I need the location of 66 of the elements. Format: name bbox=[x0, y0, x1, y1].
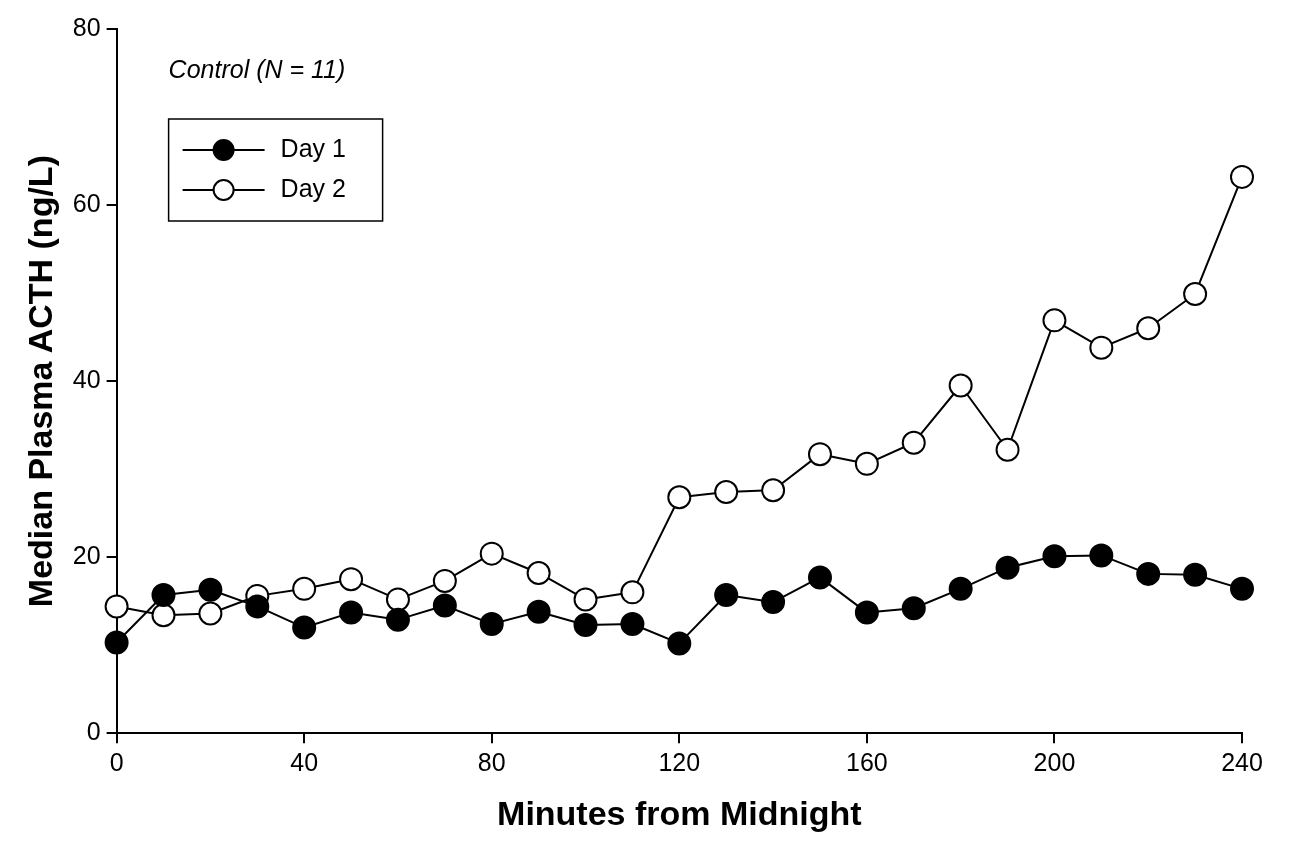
point bbox=[1230, 576, 1254, 601]
y-tick-label: 20 bbox=[72, 541, 101, 570]
x-tick-label: 120 bbox=[658, 748, 701, 777]
point bbox=[573, 612, 598, 637]
point bbox=[432, 568, 457, 593]
point bbox=[901, 596, 926, 621]
y-tick-label: 60 bbox=[72, 188, 101, 217]
point bbox=[620, 612, 645, 637]
y-tick-label: 40 bbox=[72, 364, 101, 393]
point bbox=[151, 583, 176, 607]
y-tick-label: 0 bbox=[86, 717, 101, 746]
point bbox=[198, 601, 223, 626]
point bbox=[761, 590, 786, 615]
point bbox=[479, 612, 504, 637]
point bbox=[1230, 164, 1254, 189]
point bbox=[385, 607, 410, 632]
point bbox=[1042, 308, 1067, 333]
point bbox=[667, 485, 692, 510]
point bbox=[151, 603, 176, 628]
point bbox=[854, 451, 879, 476]
x-tick-label: 80 bbox=[477, 748, 506, 777]
point bbox=[948, 373, 973, 398]
point bbox=[761, 478, 786, 503]
point bbox=[385, 587, 410, 612]
x-tick-label: 40 bbox=[290, 748, 319, 777]
x-tick-label: 0 bbox=[109, 748, 124, 777]
point bbox=[432, 593, 457, 618]
annotation: Control (N = 11) bbox=[168, 54, 346, 83]
point bbox=[948, 576, 973, 601]
y-tick-label: 80 bbox=[72, 12, 101, 41]
point bbox=[104, 630, 129, 655]
point bbox=[1089, 543, 1114, 568]
point bbox=[104, 594, 129, 619]
point bbox=[339, 600, 364, 625]
point bbox=[292, 615, 317, 640]
x-tick-label: 240 bbox=[1221, 748, 1263, 777]
point bbox=[526, 599, 551, 624]
point bbox=[807, 442, 832, 467]
point bbox=[901, 430, 926, 455]
point bbox=[1183, 562, 1208, 587]
legend-label: Day 2 bbox=[280, 173, 346, 202]
point bbox=[339, 567, 364, 592]
point bbox=[1136, 316, 1161, 341]
point bbox=[1042, 544, 1067, 569]
point bbox=[245, 594, 270, 619]
point bbox=[526, 561, 551, 585]
point bbox=[479, 541, 504, 566]
point bbox=[198, 577, 223, 602]
point bbox=[573, 587, 598, 612]
point bbox=[292, 576, 317, 601]
point bbox=[854, 600, 879, 625]
x-tick-label: 200 bbox=[1033, 748, 1076, 777]
point bbox=[714, 583, 739, 607]
point bbox=[1089, 335, 1114, 360]
x-axis-title: Minutes from Midnight bbox=[497, 793, 862, 832]
point bbox=[1183, 281, 1208, 306]
y-axis-title: Median Plasma ACTH (ng/L) bbox=[20, 155, 59, 608]
x-tick-label: 160 bbox=[846, 748, 888, 777]
point bbox=[714, 480, 739, 505]
point bbox=[807, 565, 832, 590]
legend-label: Day 1 bbox=[280, 133, 346, 162]
point bbox=[1136, 561, 1161, 586]
point bbox=[620, 580, 645, 605]
point bbox=[995, 555, 1020, 580]
point bbox=[995, 437, 1020, 462]
point bbox=[667, 631, 692, 656]
